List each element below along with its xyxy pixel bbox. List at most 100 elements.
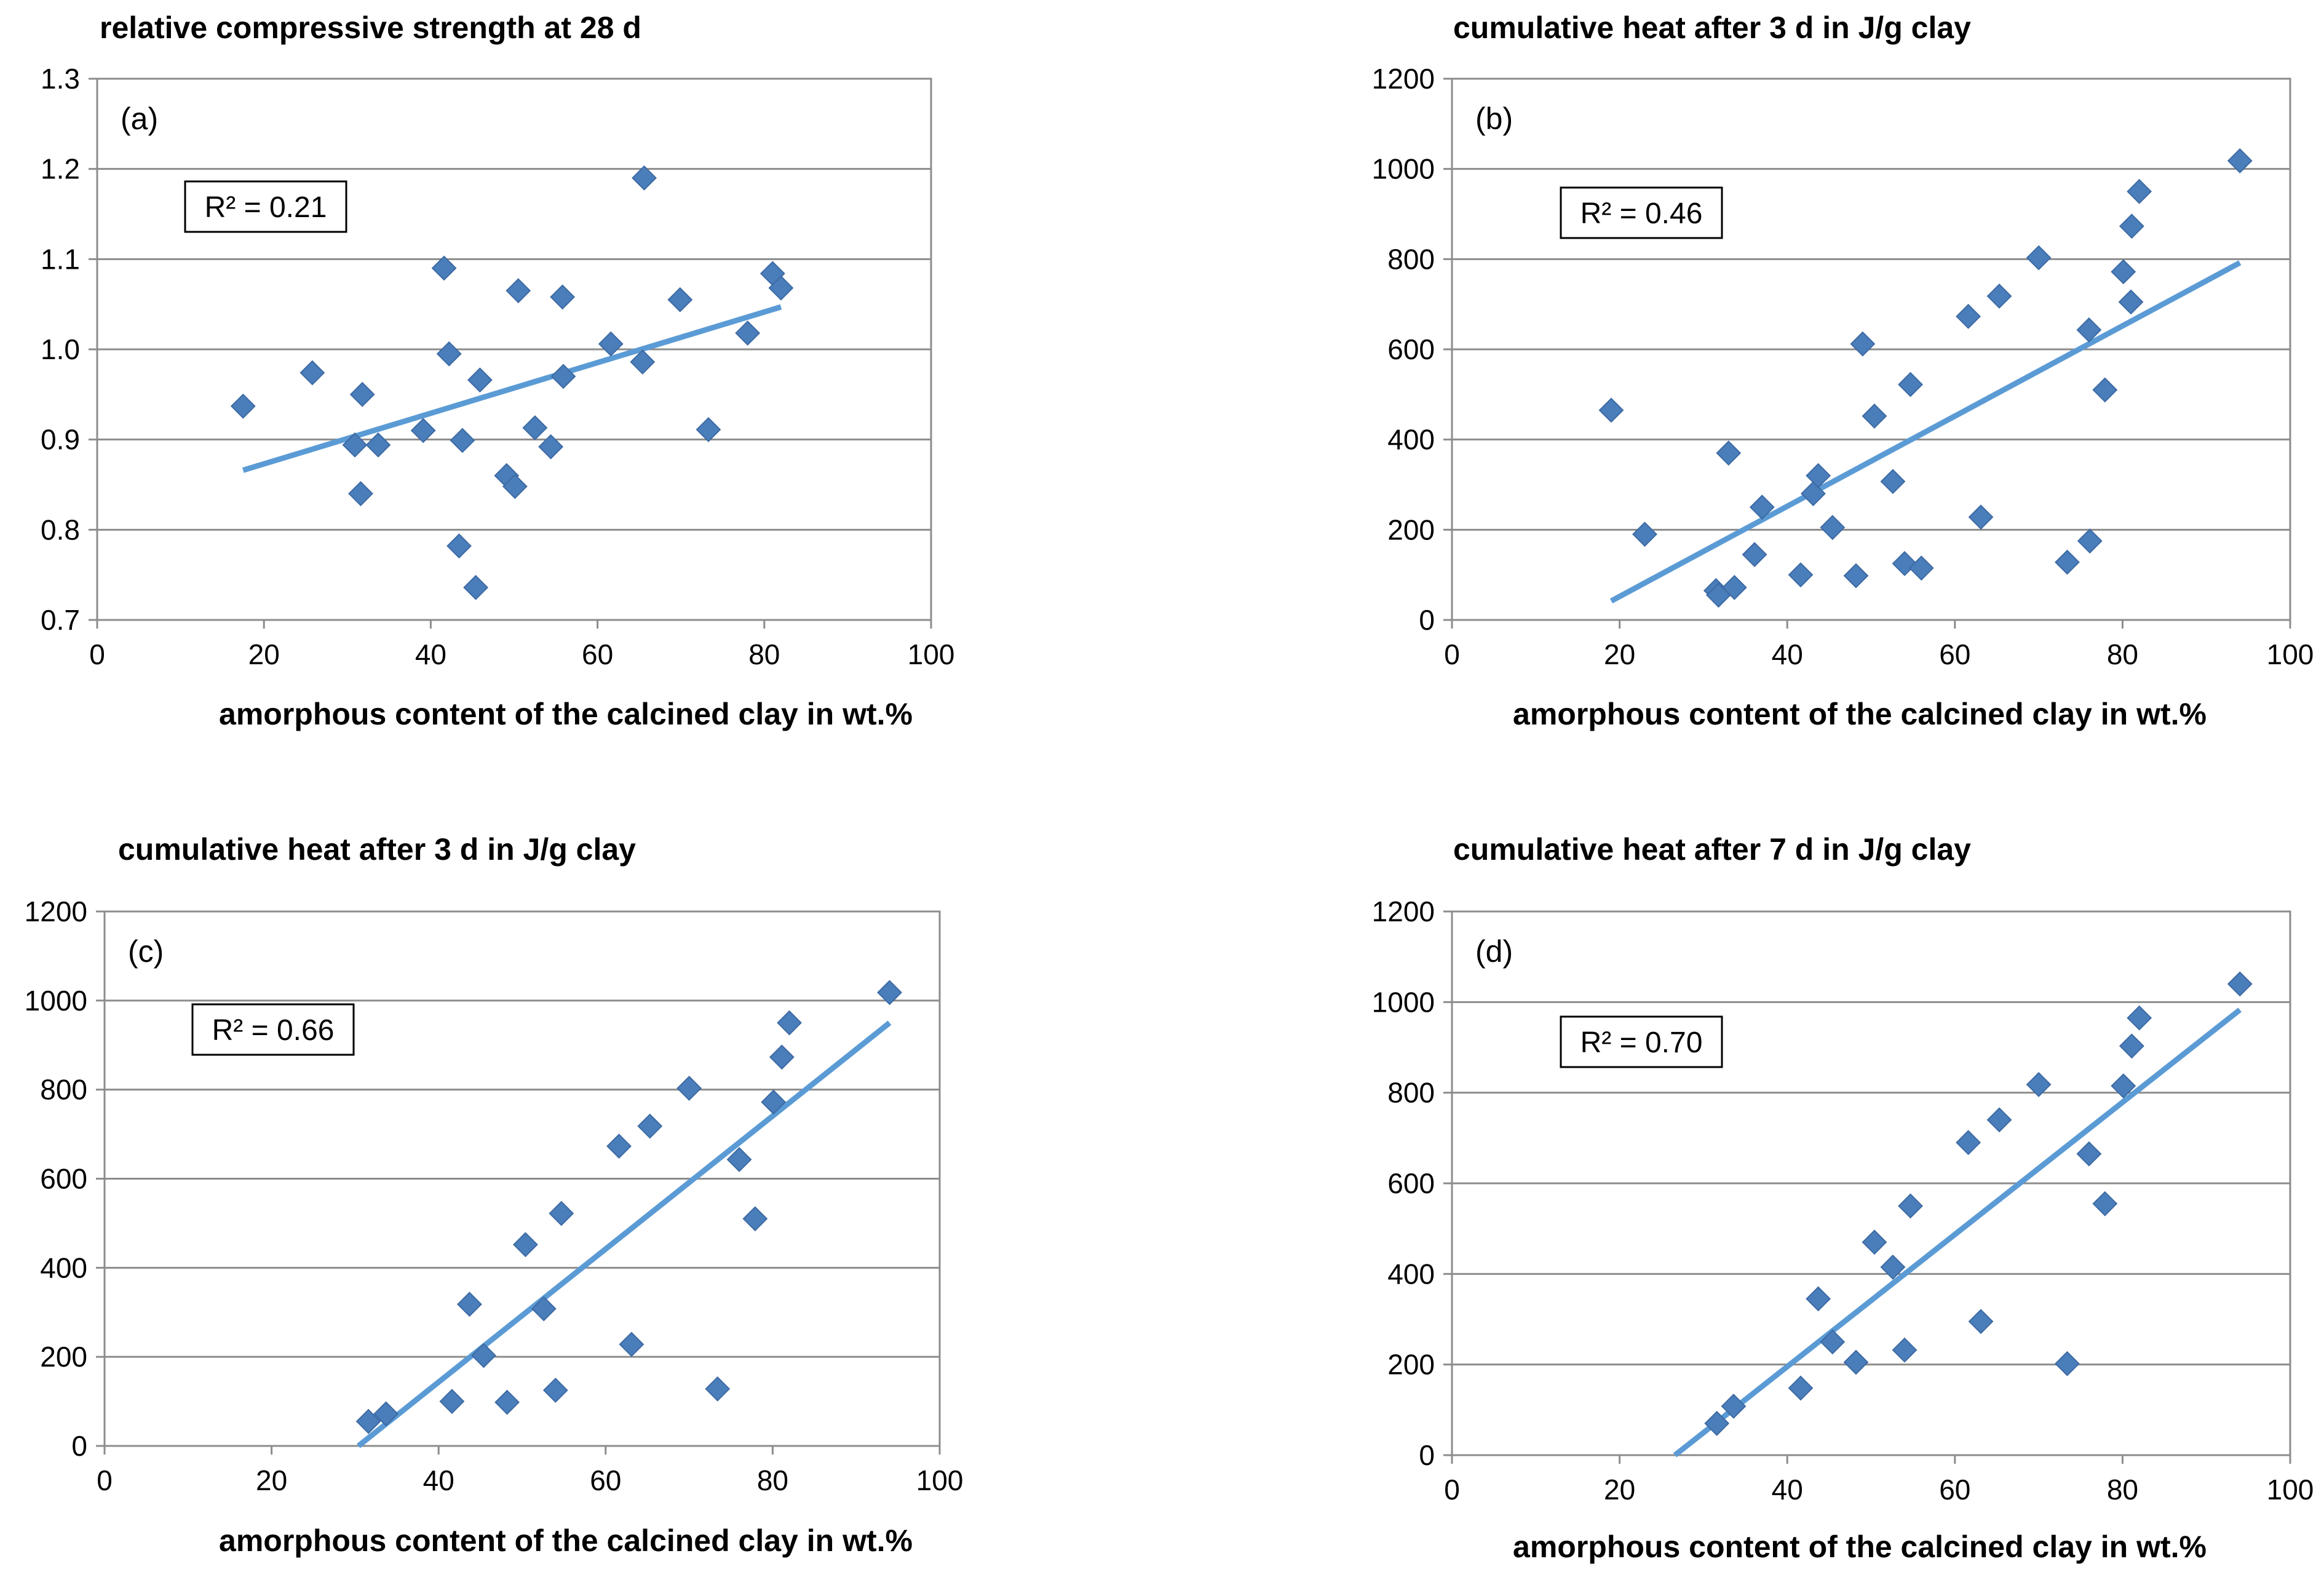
data-point xyxy=(2092,1191,2118,1217)
chart-svg: 0.7 0.8 0.9 1.0 1.1 1.2 1.3 0 20 40 60 80 100 (a) R² =… xyxy=(41,10,955,731)
x-tick-label: 60 xyxy=(1939,1474,1970,1506)
data-point xyxy=(342,432,368,458)
data-point xyxy=(630,349,656,375)
x-tick-label: 40 xyxy=(1772,638,1803,670)
x-tick-label: 80 xyxy=(748,638,780,670)
r2-label: R² = 0.70 xyxy=(1580,1026,1703,1059)
data-point xyxy=(1898,1193,1923,1219)
x-tick-label: 20 xyxy=(1604,1474,1635,1506)
data-point xyxy=(1968,504,1994,530)
x-tick-label: 0 xyxy=(89,638,105,670)
x-tick-label: 40 xyxy=(423,1464,454,1496)
y-tick-label: 1000 xyxy=(25,985,87,1017)
data-point xyxy=(2077,528,2103,554)
x-tick-label: 40 xyxy=(415,638,446,670)
y-tick-label: 400 xyxy=(1387,1258,1435,1290)
data-point xyxy=(1820,515,1846,541)
x-tick-label: 0 xyxy=(1444,1474,1460,1506)
data-point xyxy=(373,1401,399,1427)
data-point xyxy=(1908,555,1934,581)
x-tick-label: 60 xyxy=(590,1464,621,1496)
y-tick-label: 800 xyxy=(1387,1077,1435,1109)
data-point xyxy=(1742,542,1767,568)
data-point xyxy=(506,278,531,304)
y-tick-label: 1.1 xyxy=(41,243,80,275)
x-tick-label: 20 xyxy=(248,638,280,670)
panel-label: (d) xyxy=(1475,934,1513,969)
data-point xyxy=(1801,481,1826,507)
r2-label: R² = 0.21 xyxy=(205,191,327,224)
data-point xyxy=(1788,562,1814,588)
y-tick-label: 600 xyxy=(1387,333,1435,365)
data-point xyxy=(494,1389,520,1415)
data-point xyxy=(1986,284,2012,309)
y-tick-label: 1000 xyxy=(1372,986,1435,1018)
data-point xyxy=(598,331,624,357)
trendline xyxy=(1609,260,2242,604)
data-point xyxy=(1806,462,1831,488)
x-tick-label: 100 xyxy=(916,1464,964,1496)
data-point xyxy=(1956,1130,1981,1156)
data-point xyxy=(1788,1375,1814,1401)
r2-box xyxy=(1560,1015,1723,1068)
data-point xyxy=(2055,1351,2080,1376)
data-point xyxy=(2026,1071,2052,1097)
data-point xyxy=(549,1201,574,1226)
chart-svg: 0 200 400 600 800 1000 1200 0 20 40 60 80 100 (d) R² =… xyxy=(1372,832,2314,1564)
data-point xyxy=(471,1343,496,1368)
y-tick-label: 1.0 xyxy=(41,333,80,365)
data-point xyxy=(522,415,548,441)
r2-label: R² = 0.46 xyxy=(1580,197,1703,230)
data-point xyxy=(761,1089,787,1115)
y-tick-label: 0 xyxy=(1419,604,1435,636)
chart-svg: 0 200 400 600 800 1000 1200 0 20 40 60 80 100 (c) R² =… xyxy=(25,832,964,1558)
data-point xyxy=(1820,1329,1846,1355)
y-tick-label: 400 xyxy=(1387,424,1435,456)
r2-box xyxy=(184,180,347,233)
data-point xyxy=(513,1232,538,1258)
data-point xyxy=(1986,1107,2012,1133)
x-tick-label: 100 xyxy=(908,638,955,670)
data-point xyxy=(446,533,472,559)
data-point xyxy=(2119,213,2144,239)
data-point xyxy=(2127,1005,2152,1031)
y-tick-label: 200 xyxy=(1387,514,1435,546)
data-point xyxy=(348,481,373,507)
data-point xyxy=(550,284,576,310)
data-point xyxy=(467,367,493,393)
data-point xyxy=(365,432,391,458)
data-point xyxy=(1862,1229,1887,1255)
data-point xyxy=(1806,1286,1831,1312)
r2-box xyxy=(191,1003,355,1056)
y-tick-label: 1200 xyxy=(25,895,87,927)
data-point xyxy=(676,1076,702,1101)
y-tick-label: 200 xyxy=(40,1341,87,1373)
data-point xyxy=(1862,403,1887,429)
data-point xyxy=(2076,317,2102,343)
y-tick-label: 1.2 xyxy=(41,153,80,185)
data-point xyxy=(2055,549,2080,575)
data-point xyxy=(2076,1141,2102,1167)
panel-label: (b) xyxy=(1475,101,1513,136)
data-point xyxy=(777,1010,802,1036)
chart-title: cumulative heat after 3 d in J/g clay xyxy=(1453,10,1971,45)
data-point xyxy=(299,360,325,386)
y-tick-label: 600 xyxy=(40,1163,87,1195)
chart-title: cumulative heat after 3 d in J/g clay xyxy=(118,832,636,867)
x-axis-label: amorphous content of the calcined clay i… xyxy=(1513,697,2207,731)
data-point xyxy=(1880,469,1906,494)
y-tick-label: 1200 xyxy=(1372,895,1435,927)
chart-title: relative compressive strength at 28 d xyxy=(100,10,641,45)
trendline xyxy=(357,1020,892,1448)
data-point xyxy=(355,1408,381,1434)
data-point xyxy=(230,393,256,419)
y-tick-label: 600 xyxy=(1387,1167,1435,1199)
data-point xyxy=(1721,574,1747,600)
data-point xyxy=(769,1044,795,1070)
data-point xyxy=(1956,304,1981,329)
data-point xyxy=(1716,440,1742,466)
y-tick-label: 0 xyxy=(1419,1439,1435,1471)
panel-label: (c) xyxy=(128,934,164,969)
x-tick-label: 60 xyxy=(582,638,613,670)
data-point xyxy=(632,165,657,191)
